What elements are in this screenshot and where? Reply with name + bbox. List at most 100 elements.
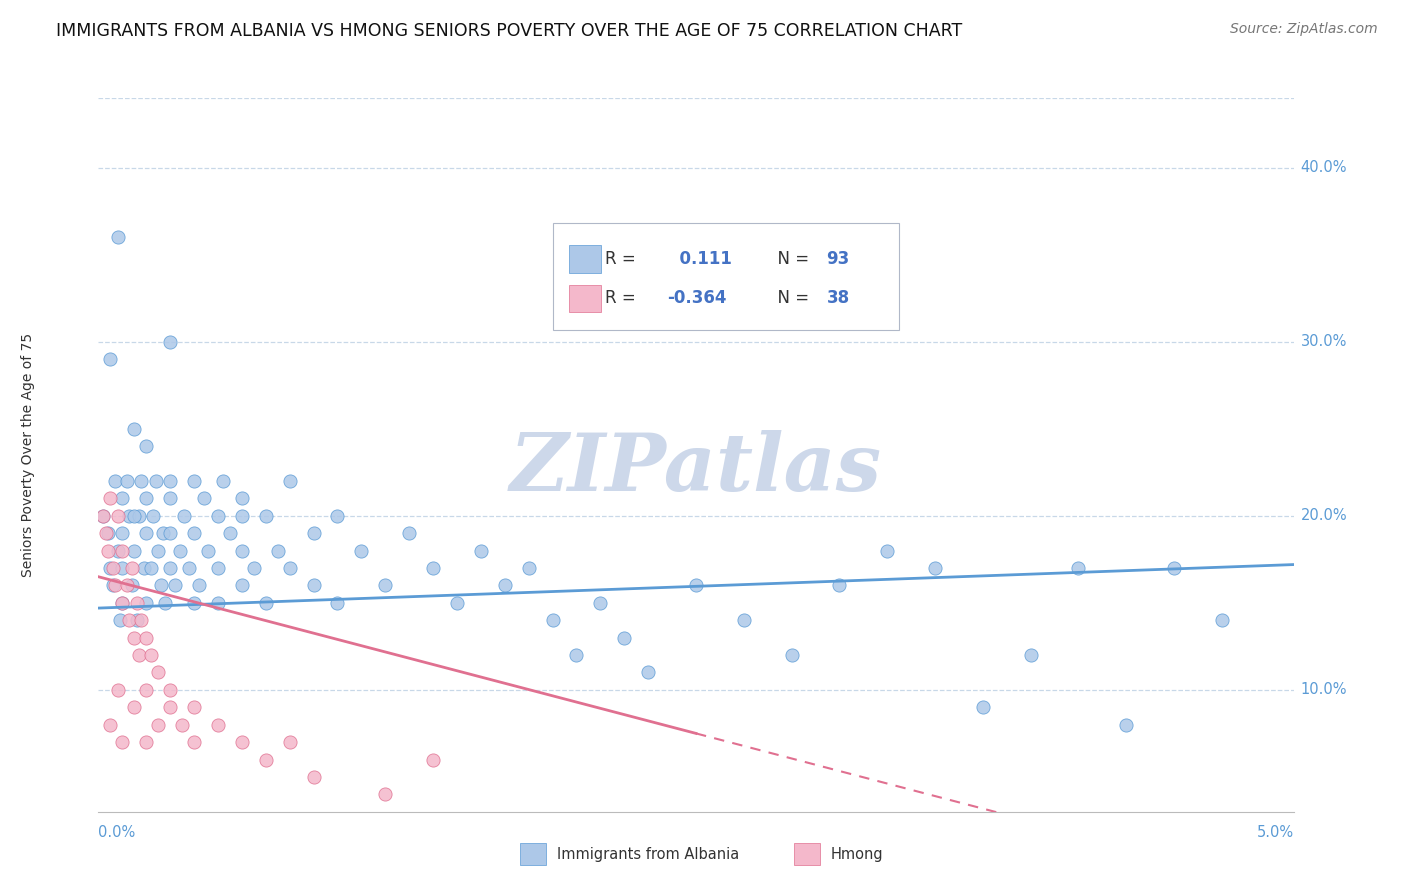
Point: [125, 613, 148, 627]
Point: [159, 561, 181, 575]
Point: [924, 561, 946, 575]
Point: [159, 700, 181, 714]
Point: [135, 596, 157, 610]
Point: [231, 543, 253, 558]
Point: [135, 491, 157, 506]
Point: [124, 700, 146, 714]
Text: R =: R =: [606, 250, 641, 268]
Point: [107, 682, 129, 697]
Point: [187, 578, 209, 592]
Point: [398, 526, 420, 541]
Text: Hmong: Hmong: [831, 847, 883, 862]
Text: 0.0%: 0.0%: [98, 825, 135, 840]
Text: R =: R =: [606, 290, 641, 308]
Point: [159, 334, 181, 349]
Point: [124, 422, 146, 436]
Point: [159, 491, 181, 506]
Point: [115, 474, 138, 488]
Point: [278, 735, 301, 749]
Point: [183, 596, 205, 610]
Point: [231, 578, 253, 592]
Point: [111, 735, 134, 749]
Point: [179, 561, 201, 575]
Point: [207, 596, 229, 610]
Point: [219, 526, 242, 541]
Point: [254, 596, 277, 610]
Point: [111, 596, 134, 610]
Point: [159, 526, 181, 541]
Point: [118, 613, 141, 627]
Point: [111, 491, 134, 506]
Point: [135, 631, 157, 645]
Point: [148, 543, 170, 558]
Point: [183, 474, 205, 488]
Point: [231, 508, 253, 523]
Point: [145, 474, 167, 488]
Point: [211, 474, 233, 488]
Point: [139, 561, 162, 575]
Point: [107, 543, 129, 558]
Point: [374, 578, 396, 592]
Point: [1163, 561, 1185, 575]
Point: [139, 648, 162, 662]
Point: [132, 561, 155, 575]
Point: [613, 631, 636, 645]
Point: [446, 596, 468, 610]
Point: [350, 543, 373, 558]
Point: [302, 578, 325, 592]
Point: [108, 613, 131, 627]
Point: [118, 508, 141, 523]
Text: 10.0%: 10.0%: [1301, 682, 1347, 698]
Point: [828, 578, 851, 592]
Point: [494, 578, 516, 592]
FancyBboxPatch shape: [553, 223, 900, 330]
Point: [254, 508, 277, 523]
Point: [207, 717, 229, 731]
Bar: [568, 285, 602, 312]
Point: [207, 508, 229, 523]
Point: [243, 561, 266, 575]
Point: [101, 561, 124, 575]
Point: [374, 787, 396, 801]
Point: [193, 491, 215, 506]
Text: 30.0%: 30.0%: [1301, 334, 1347, 350]
Point: [589, 596, 612, 610]
Point: [91, 508, 114, 523]
Point: [131, 474, 153, 488]
Text: 0.111: 0.111: [668, 250, 731, 268]
Point: [152, 526, 174, 541]
Bar: [568, 244, 602, 273]
Text: 5.0%: 5.0%: [1257, 825, 1294, 840]
Text: -0.364: -0.364: [668, 290, 727, 308]
Point: [128, 648, 150, 662]
Point: [128, 508, 150, 523]
Point: [565, 648, 588, 662]
Point: [1211, 613, 1233, 627]
Point: [135, 439, 157, 453]
Point: [104, 578, 127, 592]
Point: [278, 474, 301, 488]
Point: [231, 491, 253, 506]
Point: [107, 230, 129, 244]
Point: [98, 491, 122, 506]
Text: Source: ZipAtlas.com: Source: ZipAtlas.com: [1230, 22, 1378, 37]
Point: [972, 700, 994, 714]
Point: [97, 526, 120, 541]
Point: [422, 752, 444, 766]
Text: Seniors Poverty Over the Age of 75: Seniors Poverty Over the Age of 75: [21, 333, 35, 577]
Point: [148, 717, 170, 731]
Point: [326, 508, 349, 523]
Point: [124, 508, 146, 523]
Point: [131, 613, 153, 627]
Point: [149, 578, 172, 592]
Point: [169, 543, 191, 558]
Point: [135, 526, 157, 541]
Point: [422, 561, 444, 575]
Point: [173, 508, 195, 523]
Point: [111, 543, 134, 558]
Point: [541, 613, 564, 627]
Point: [125, 596, 148, 610]
Point: [124, 543, 146, 558]
Point: [302, 770, 325, 784]
Point: [1019, 648, 1042, 662]
